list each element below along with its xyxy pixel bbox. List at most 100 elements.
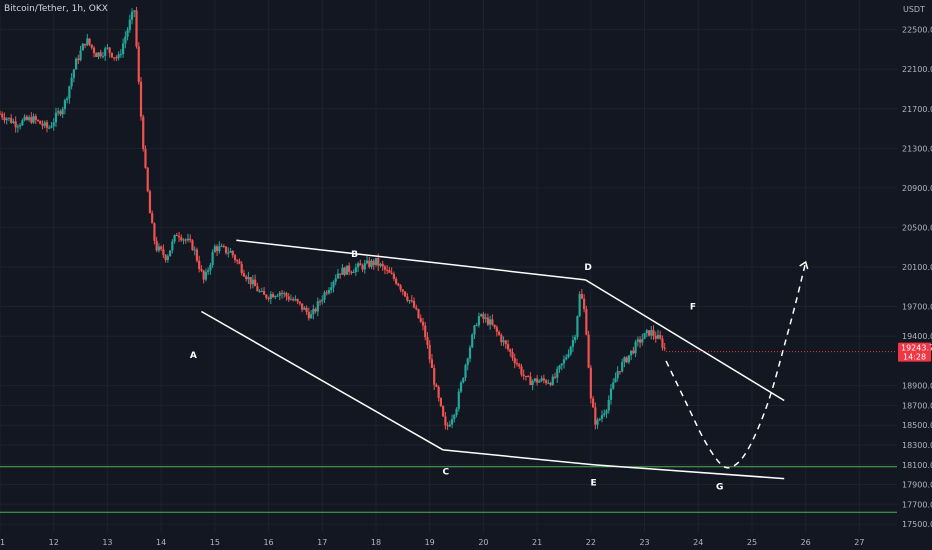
candle-body (19, 125, 22, 127)
candle-body (605, 410, 608, 414)
price-axis-bg (897, 0, 932, 550)
price-tick-label: 18500.0 (902, 421, 932, 430)
candle-body (354, 267, 357, 273)
candle-body (283, 293, 286, 295)
candle-body (591, 398, 595, 408)
candle-body (247, 277, 250, 280)
candle-body (23, 116, 26, 121)
candle-body (222, 246, 225, 248)
candle-body (365, 260, 369, 264)
candle-body (63, 100, 67, 110)
candle-body (68, 86, 71, 99)
candle-body (459, 382, 463, 392)
wave-label-f: F (690, 303, 696, 313)
candle-body (450, 418, 454, 425)
candle-body (348, 265, 351, 272)
pattern-line-a-c (201, 310, 444, 451)
candle-body (529, 376, 532, 386)
candle-body (486, 317, 489, 325)
candle-body (48, 127, 51, 129)
candle-body (536, 378, 539, 383)
candle-body (213, 246, 216, 253)
candle-body (477, 316, 481, 326)
candle-body (426, 337, 429, 345)
candle-body (265, 294, 268, 298)
candle-body (421, 321, 425, 326)
candle-body (343, 267, 346, 275)
candle-body (480, 314, 483, 317)
candle-body (457, 391, 460, 409)
candle-body (444, 416, 447, 426)
candle-body (442, 406, 445, 417)
candle-body (86, 38, 89, 46)
candle-body (27, 117, 31, 120)
candle-body (171, 241, 174, 251)
price-tick-label: 20100.0 (902, 263, 932, 272)
candle-body (513, 357, 516, 364)
candle-body (101, 55, 105, 57)
candle-body (497, 331, 501, 335)
candle-body (294, 299, 297, 301)
candle-body (227, 252, 230, 254)
candle-body (3, 117, 6, 121)
candle-body (600, 415, 604, 419)
candle-body (198, 260, 201, 269)
candle-body (133, 10, 136, 12)
pattern-line-b-d (236, 239, 586, 281)
candle-body (209, 264, 212, 271)
candle-body (524, 376, 528, 378)
candle-body (643, 333, 646, 339)
candle-body (151, 213, 154, 224)
candle-body (603, 413, 606, 416)
candle-body (323, 292, 326, 300)
candle-body (627, 355, 630, 363)
candle-body (493, 324, 496, 328)
candle-body (316, 301, 319, 312)
candle-body (104, 48, 107, 56)
price-tick-label: 17700.0 (902, 500, 932, 509)
candle-body (137, 46, 140, 82)
candle-body (301, 303, 304, 310)
candle-body (567, 354, 570, 358)
candle-body (356, 263, 360, 268)
candle-body (108, 47, 111, 53)
candle-body (636, 339, 639, 342)
candle-body (97, 52, 100, 58)
candle-body (645, 330, 648, 334)
candle-body (30, 117, 33, 123)
time-axis[interactable]: 11 12 13 14 15 16 17 18 19 20 21 22 23 24 25 26 27 (0, 532, 932, 550)
candle-body (146, 167, 149, 192)
candle-body (142, 116, 145, 150)
candle-body (406, 296, 409, 301)
candle-body (79, 50, 82, 61)
time-tick-label: 25 (747, 538, 757, 547)
time-tick-label: 26 (801, 538, 811, 547)
grid-lines (0, 0, 897, 532)
candle-body (90, 44, 93, 48)
candle-body (569, 346, 572, 355)
candle-body (99, 52, 102, 57)
candle-body (397, 283, 400, 286)
candle-body (341, 267, 344, 275)
candle-body (424, 325, 427, 338)
candle-body (88, 38, 91, 45)
candle-body (113, 57, 116, 59)
candle-body (363, 263, 366, 270)
candle-body (399, 285, 402, 290)
candle-body (580, 294, 583, 299)
time-tick-label: 14 (156, 538, 166, 547)
candle-body (166, 256, 169, 260)
candle-body (502, 340, 505, 343)
candle-body (157, 246, 160, 251)
candle-body (659, 334, 662, 339)
candle-body (173, 234, 176, 242)
candle-body (57, 111, 60, 113)
candle-body (59, 111, 62, 115)
candle-body (621, 362, 624, 372)
price-axis[interactable]: 22500.0 22100.0 21700.0 21300.0 20900.0 20500… (897, 0, 932, 550)
candle-body (462, 377, 465, 383)
time-tick-label: 19 (425, 538, 435, 547)
candle-body (495, 327, 498, 332)
candle-body (81, 43, 84, 51)
